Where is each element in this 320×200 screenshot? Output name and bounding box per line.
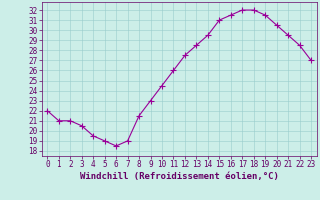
X-axis label: Windchill (Refroidissement éolien,°C): Windchill (Refroidissement éolien,°C) <box>80 172 279 181</box>
